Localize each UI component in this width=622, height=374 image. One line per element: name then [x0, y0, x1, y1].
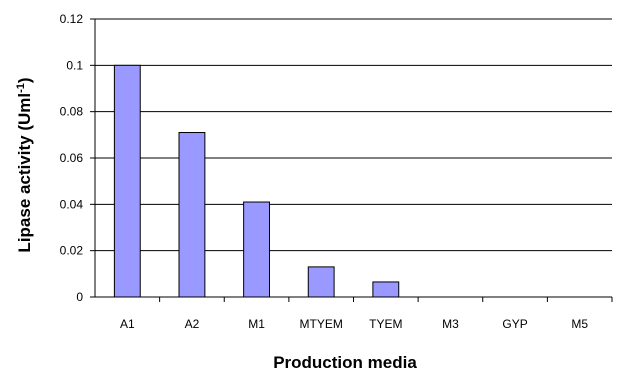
x-tick-label: M3 — [442, 317, 459, 331]
y-tick-label: 0.04 — [60, 197, 84, 211]
y-axis-title-superscript: -1 — [15, 83, 27, 93]
axes — [90, 18, 613, 302]
y-tick-label: 0.12 — [60, 12, 84, 26]
x-tick-label: MTYEM — [300, 317, 343, 331]
y-axis-title-end: ) — [15, 77, 34, 83]
x-tick-label: A2 — [185, 317, 200, 331]
x-axis-title: Production media — [273, 353, 417, 372]
y-tick-label: 0.06 — [60, 151, 84, 165]
bars — [113, 64, 400, 298]
x-tick-labels: A1 A2 M1 MTYEM TYEM M3 GYP M5 — [120, 317, 588, 331]
x-tick-label: GYP — [502, 317, 527, 331]
x-tick-label: A1 — [120, 317, 135, 331]
y-tick-label: 0.1 — [66, 58, 83, 72]
bar-a1 — [113, 64, 141, 298]
y-tick-labels: 0 0.02 0.04 0.06 0.08 0.1 0.12 — [60, 12, 84, 304]
y-axis-title-main: Lipase activity (Uml — [15, 93, 34, 253]
y-tick-label: 0 — [76, 290, 83, 304]
y-tick-label: 0.02 — [60, 244, 84, 258]
x-tick-label: M1 — [248, 317, 265, 331]
bar-m1 — [243, 201, 270, 298]
x-tick-label: M5 — [571, 317, 588, 331]
bar-mtyem — [307, 266, 335, 298]
gridlines — [95, 18, 612, 252]
x-tick-label: TYEM — [369, 317, 402, 331]
y-axis-title: Lipase activity (Uml-1) — [15, 77, 34, 252]
bar-tyem — [372, 281, 400, 298]
y-tick-label: 0.08 — [60, 105, 84, 119]
bar-a2 — [178, 132, 206, 298]
